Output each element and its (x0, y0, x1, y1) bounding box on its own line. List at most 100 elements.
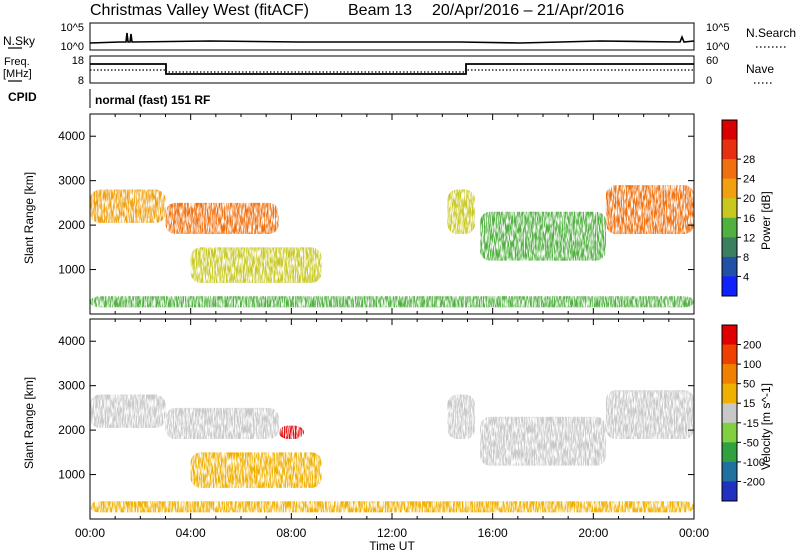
nave-tick-top: 60 (706, 55, 718, 67)
power-data (90, 185, 694, 308)
nsky-tick-top: 10^5 (60, 22, 84, 34)
colorbar-swatch (722, 139, 737, 160)
station-title: Christmas Valley West (fitACF) (90, 2, 309, 19)
colorbar-frame (721, 119, 738, 297)
colorbar-tick-label: 15 (743, 398, 755, 410)
freq-panel (89, 55, 695, 84)
echo-region-4 (447, 394, 476, 439)
colorbar-swatch (722, 422, 737, 443)
echo-region-6 (90, 296, 694, 308)
colorbar-tick-label: 24 (743, 174, 755, 186)
colorbar-tick-label: -50 (743, 437, 759, 449)
colorbar-swatch (722, 403, 737, 424)
power-axes: 1000 2000 3000 4000 (58, 114, 695, 314)
beam-label: Beam 13 (348, 2, 412, 19)
colorbar-tick-label: 16 (743, 213, 755, 225)
colorbar-swatch (722, 159, 737, 180)
velocity-axes: 1000 2000 3000 4000 (58, 319, 695, 519)
x-tick-label: 04:00 (176, 526, 206, 540)
echo-region-5 (480, 416, 606, 466)
y-tick-label: 4000 (58, 129, 85, 143)
colorbar-swatch (722, 217, 737, 238)
x-tick-label: 16:00 (478, 526, 508, 540)
cpid-label: CPID (8, 90, 37, 104)
colorbar-swatch (722, 178, 737, 199)
echo-region-7 (90, 501, 694, 513)
colorbar-swatch (722, 325, 737, 346)
freq-label-2: [MHz] (3, 68, 32, 80)
colorbar-swatch (722, 481, 737, 502)
echo-region-1 (165, 407, 279, 439)
echo-region-0 (90, 189, 166, 223)
velocity-colorbar: 200 100 50 15 -15 -50 -100 -200 (721, 324, 765, 502)
colorbar-tick-label: 20 (743, 193, 755, 205)
nave-trace (90, 69, 694, 73)
x-tick-label: 00:00 (679, 526, 709, 540)
colorbar-swatch (722, 442, 737, 463)
colorbar-tick-label: -100 (743, 457, 765, 469)
x-tick-label: 00:00 (75, 526, 105, 540)
y-tick-label: 4000 (58, 334, 85, 348)
cpid-mode: normal (fast) 151 RF (95, 93, 210, 107)
y-tick-label: 2000 (58, 423, 85, 437)
echo-region-6 (605, 390, 694, 439)
colorbar-tick-label: 50 (743, 379, 755, 391)
echo-region-3 (447, 189, 476, 234)
x-axis-label: Time UT (369, 539, 415, 553)
nsky-label: N.Sky (3, 34, 35, 48)
nsky-tick-bottom: 10^0 (60, 41, 84, 53)
colorbar-tick-label: 200 (743, 340, 761, 352)
nsky-panel (89, 22, 695, 51)
nave-tick-bottom: 0 (706, 75, 712, 87)
y-tick-label: 1000 (58, 468, 85, 482)
echo-region-1 (165, 202, 279, 234)
x-tick-label: 12:00 (377, 526, 407, 540)
y-tick-label: 3000 (58, 379, 85, 393)
power-colorbar-label: Power [dB] (759, 191, 773, 250)
nsearch-tick-bottom: 10^0 (706, 41, 730, 53)
power-ylabel: Slant Range [km] (22, 172, 36, 264)
colorbar-swatch (722, 383, 737, 404)
y-tick-label: 2000 (58, 218, 85, 232)
colorbar-tick-label: -200 (743, 476, 765, 488)
x-tick-labels: 00:00 04:00 08:00 12:00 16:00 20:00 00:00 (75, 526, 709, 540)
colorbar-tick-label: -15 (743, 418, 759, 430)
colorbar-tick-label: 28 (743, 154, 755, 166)
x-tick-label: 20:00 (578, 526, 608, 540)
colorbar-swatch (722, 461, 737, 482)
echo-region-4 (480, 211, 606, 261)
power-colorbar: 4 8 12 16 20 24 28 (721, 119, 755, 297)
velocity-data (90, 390, 694, 513)
colorbar-swatch (722, 198, 737, 219)
x-tick-label: 08:00 (276, 526, 306, 540)
colorbar-tick-label: 100 (743, 359, 761, 371)
nave-label: Nave (746, 62, 774, 76)
date-range: 20/Apr/2016 – 21/Apr/2016 (432, 2, 624, 19)
colorbar-swatch (722, 256, 737, 277)
colorbar-tick-label: 12 (743, 232, 755, 244)
echo-region-2 (190, 452, 322, 488)
colorbar-frame (721, 324, 738, 502)
nsearch-label: N.Search (746, 26, 796, 40)
echo-region-2 (190, 247, 322, 283)
colorbar-swatch (722, 120, 737, 141)
velocity-colorbar-label: Velocity [m s^-1] (759, 383, 773, 470)
echo-region-5 (605, 185, 694, 234)
colorbar-tick-label: 8 (743, 252, 749, 264)
echo-region-3 (278, 425, 304, 439)
nsky-trace (89, 32, 695, 44)
freq-tick-top: 18 (72, 55, 84, 67)
colorbar-swatch (722, 344, 737, 365)
colorbar-tick-label: 4 (743, 271, 749, 283)
colorbar-swatch (722, 364, 737, 385)
y-tick-label: 3000 (58, 174, 85, 188)
colorbar-swatch (722, 276, 737, 297)
colorbar-swatch (722, 237, 737, 258)
velocity-ylabel: Slant Range [km] (22, 377, 36, 469)
freq-tick-bottom: 8 (78, 75, 84, 87)
freq-trace (90, 63, 694, 75)
echo-region-0 (90, 394, 166, 428)
y-tick-label: 1000 (58, 263, 85, 277)
nsearch-tick-top: 10^5 (706, 22, 730, 34)
